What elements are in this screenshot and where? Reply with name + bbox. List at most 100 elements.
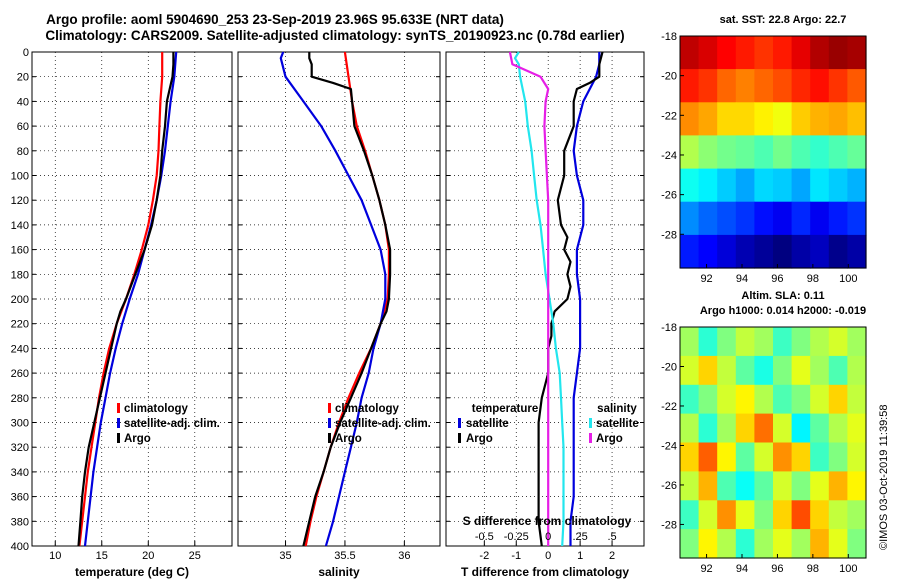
map-cell: [754, 201, 774, 236]
map-cell: [810, 168, 830, 203]
legend-label: Argo: [466, 433, 493, 445]
secondary-tick-label: .25: [572, 531, 587, 543]
legend-swatch: [458, 418, 461, 428]
y-tick-label: 140: [11, 220, 29, 232]
y-tick-label: -26: [661, 190, 677, 202]
legend-label: climatology: [124, 403, 189, 415]
map-cell: [698, 327, 718, 357]
map-cell: [791, 529, 811, 559]
legend-label: Argo: [596, 433, 623, 445]
map-cell: [828, 234, 848, 269]
map-cell: [773, 201, 793, 236]
map-cell: [810, 355, 830, 386]
map-cell: [698, 234, 718, 269]
map-cell: [773, 234, 793, 269]
legend-label: satellite-adj. clim.: [124, 418, 220, 430]
map-cell: [810, 413, 830, 444]
map-cell: [754, 471, 774, 501]
map-cell: [754, 102, 774, 136]
map-cell: [828, 69, 848, 103]
x-tick-label: 96: [771, 563, 783, 575]
legend-label: climatology: [335, 403, 400, 415]
y-tick-label: -28: [661, 519, 677, 531]
secondary-tick-label: -0.25: [504, 531, 529, 543]
legend-swatch: [117, 433, 120, 443]
map-cell: [810, 529, 830, 559]
y-tick-label: -24: [661, 150, 677, 162]
map-cell: [791, 413, 811, 444]
x-tick-label: 92: [700, 563, 712, 575]
map-cell: [735, 102, 755, 136]
map-cell: [680, 413, 700, 444]
map-cell: [754, 529, 774, 559]
y-tick-label: 320: [11, 442, 29, 454]
map-cell: [698, 168, 718, 203]
map-cell: [810, 102, 830, 136]
x-tick-label: 92: [700, 273, 712, 285]
map-cell: [828, 327, 848, 357]
map-cell: [773, 327, 793, 357]
y-tick-label: -22: [661, 401, 677, 413]
map-cell: [680, 69, 700, 103]
map-frame: [679, 35, 867, 269]
series-line-satellite-adj-clim-: [279, 51, 387, 547]
map-cell: [773, 500, 793, 530]
map-cell: [810, 201, 830, 236]
map-cell: [810, 471, 830, 501]
map-cell: [680, 201, 700, 236]
map-cell: [847, 529, 867, 559]
sla-map-subtitle: Argo h1000: 0.014 h2000: -0.019: [699, 305, 867, 317]
map-cell: [698, 102, 718, 136]
y-tick-label: 20: [17, 72, 29, 84]
legend-swatch: [328, 403, 331, 413]
map-cell: [717, 327, 737, 357]
map-cell: [680, 135, 700, 170]
x-tick-label: 36: [398, 550, 410, 562]
y-tick-label: -18: [661, 322, 677, 334]
legend-swatch: [117, 403, 120, 413]
map-cell: [735, 355, 755, 386]
y-tick-label: 300: [11, 418, 29, 430]
map-cell: [735, 442, 755, 472]
map-frame: [679, 326, 867, 559]
x-tick-label: 35: [279, 550, 291, 562]
x-tick-label: 100: [839, 563, 857, 575]
map-sst: [679, 35, 867, 269]
x-tick-label: -2: [479, 550, 489, 562]
legend-label: Argo: [335, 433, 362, 445]
x-tick-label: 98: [807, 273, 819, 285]
map-cell: [717, 413, 737, 444]
profile-panel-diff: [445, 51, 645, 547]
map-cell: [680, 168, 700, 203]
legend-label: Argo: [124, 433, 151, 445]
map-cell: [847, 413, 867, 444]
map-sla: [679, 326, 867, 559]
map-cell: [717, 500, 737, 530]
map-cell: [791, 384, 811, 415]
map-cell: [773, 135, 793, 170]
map-cell: [735, 500, 755, 530]
map-cell: [810, 384, 830, 415]
map-cell: [717, 384, 737, 415]
map-cell: [828, 413, 848, 444]
map-cell: [773, 413, 793, 444]
profile-panel-temp: [31, 51, 233, 547]
y-tick-label: 220: [11, 319, 29, 331]
x-tick-label: 98: [807, 563, 819, 575]
y-tick-label: -22: [661, 110, 677, 122]
y-tick-label: 380: [11, 516, 29, 528]
x-tick-label: 10: [49, 550, 61, 562]
series-line-temperature-argo: [537, 51, 604, 547]
y-tick-label: 80: [17, 146, 29, 158]
x-tick-label: 100: [839, 273, 857, 285]
y-tick-label: 200: [11, 294, 29, 306]
map-cell: [717, 442, 737, 472]
map-cell: [717, 201, 737, 236]
series-line-argo: [302, 52, 392, 547]
map-cell: [735, 529, 755, 559]
map-cell: [847, 234, 867, 269]
map-cell: [754, 442, 774, 472]
x-axis-label: salinity: [318, 565, 360, 579]
map-cell: [680, 327, 700, 357]
map-cell: [698, 471, 718, 501]
